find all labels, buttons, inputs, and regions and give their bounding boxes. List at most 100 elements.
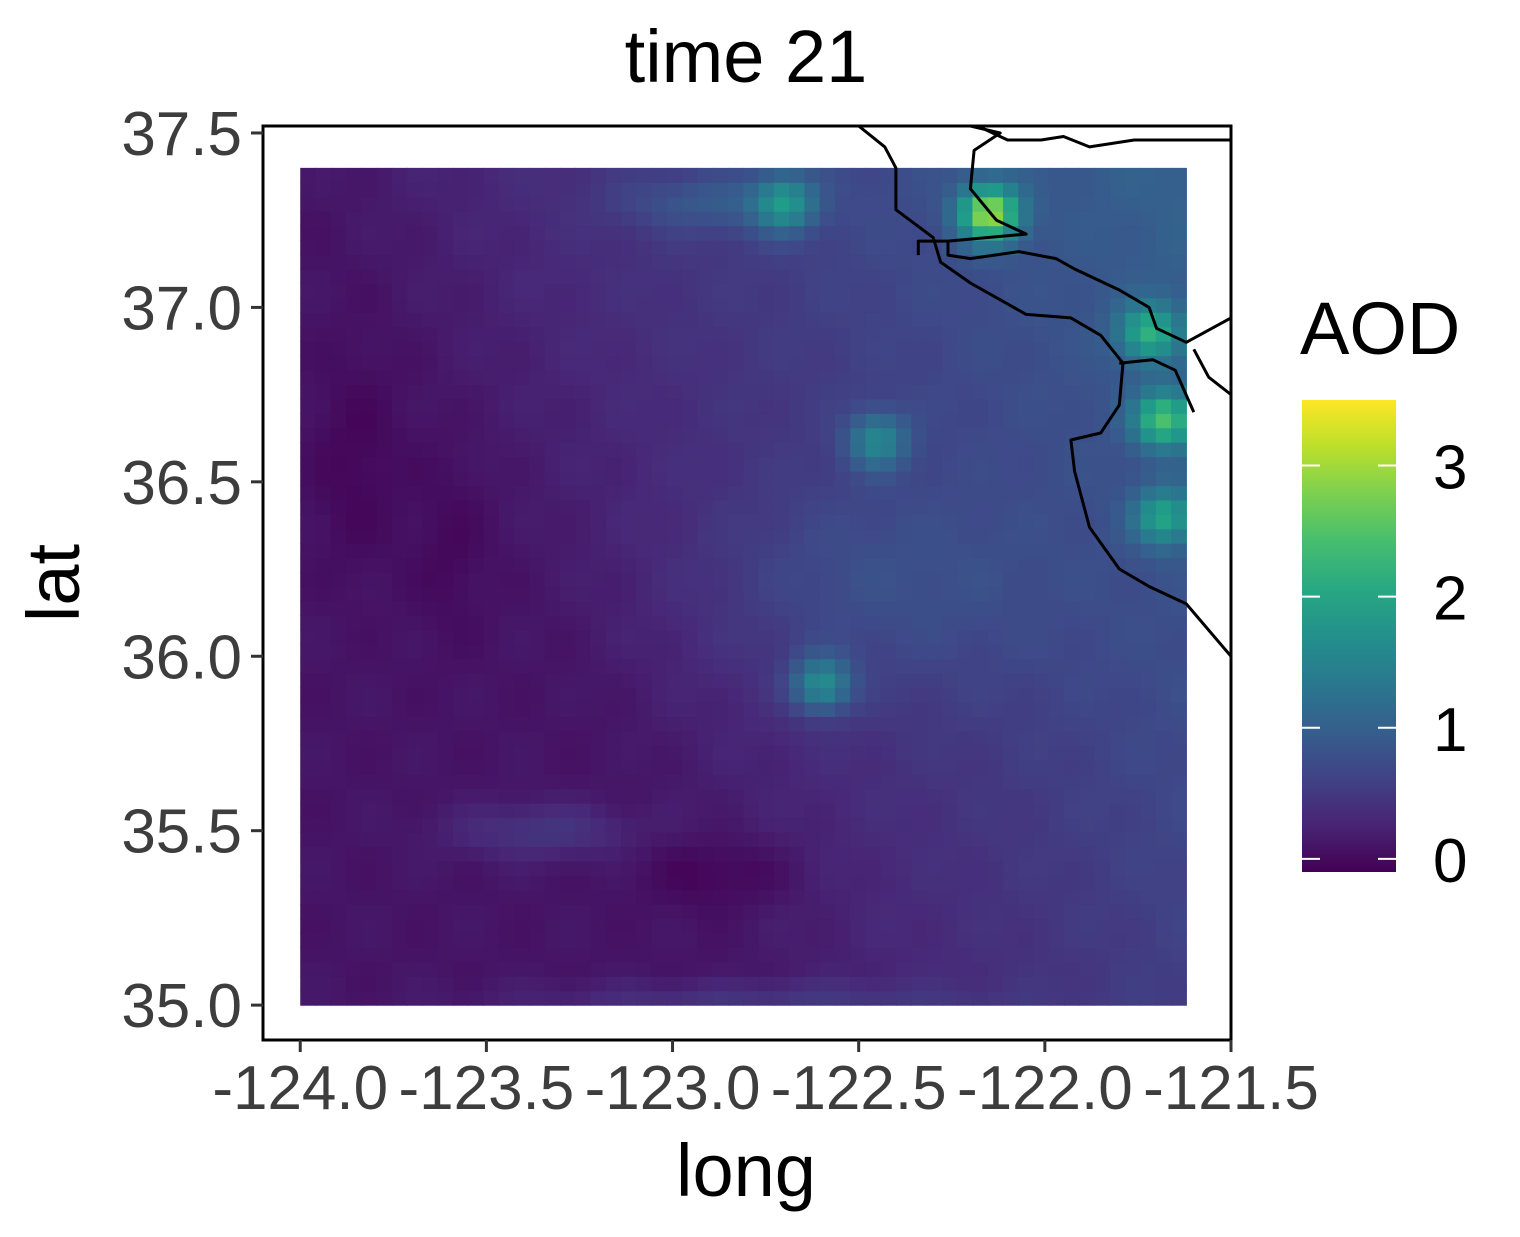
- raster-cell: [682, 803, 699, 819]
- raster-cell: [590, 687, 607, 703]
- raster-cell: [651, 196, 668, 212]
- raster-cell: [1002, 543, 1019, 559]
- raster-cell: [422, 341, 439, 357]
- raster-cell: [987, 543, 1004, 559]
- raster-cell: [1125, 471, 1142, 487]
- raster-cell: [850, 904, 867, 920]
- raster-cell: [529, 283, 546, 299]
- raster-cell: [590, 716, 607, 732]
- raster-cell: [1109, 268, 1126, 284]
- raster-cell: [1002, 846, 1019, 862]
- raster-cell: [1109, 687, 1126, 703]
- raster-cell: [1171, 471, 1187, 487]
- raster-cell: [804, 326, 821, 342]
- raster-cell: [758, 369, 775, 385]
- raster-cell: [758, 860, 775, 876]
- raster-cell: [712, 398, 729, 414]
- raster-cell: [1064, 904, 1080, 920]
- raster-cell: [315, 947, 332, 963]
- raster-cell: [865, 846, 882, 862]
- raster-cell: [407, 572, 424, 588]
- raster-cell: [880, 774, 897, 790]
- raster-cell: [789, 355, 805, 371]
- raster-cell: [407, 369, 424, 385]
- raster-cell: [651, 514, 668, 530]
- raster-cell: [575, 904, 592, 920]
- raster-cell: [865, 182, 882, 198]
- raster-cell: [1171, 904, 1187, 920]
- raster-cell: [1125, 716, 1142, 732]
- raster-cell: [880, 629, 897, 645]
- raster-cell: [483, 413, 500, 429]
- raster-cell: [422, 990, 439, 1006]
- raster-cell: [361, 341, 378, 357]
- raster-cell: [315, 326, 332, 342]
- raster-cell: [422, 398, 439, 414]
- raster-cell: [361, 312, 378, 328]
- raster-cell: [697, 716, 714, 732]
- raster-cell: [1140, 904, 1157, 920]
- boundary-line: [1192, 348, 1231, 396]
- raster-cell: [1125, 658, 1142, 674]
- raster-cell: [1109, 384, 1126, 400]
- raster-cell: [544, 803, 561, 819]
- raster-cell: [972, 701, 989, 718]
- raster-cell: [728, 803, 744, 819]
- x-axis: -124.0 -123.5 -123.0 -122.5 -122.0 -121.5: [212, 1040, 1319, 1123]
- raster-cell: [926, 716, 943, 732]
- raster-cell: [1064, 918, 1080, 934]
- raster-cell: [651, 398, 668, 414]
- raster-cell: [1064, 673, 1080, 689]
- raster-cell: [865, 167, 882, 183]
- raster-cell: [407, 947, 424, 963]
- raster-cell: [544, 167, 561, 183]
- raster-cell: [544, 976, 561, 992]
- raster-cell: [1002, 629, 1019, 645]
- raster-cell: [590, 528, 607, 544]
- raster-cell: [865, 658, 882, 674]
- raster-cell: [605, 514, 622, 530]
- raster-cell: [789, 225, 805, 241]
- raster-cell: [957, 600, 974, 616]
- raster-cell: [575, 846, 592, 862]
- raster-cell: [896, 413, 912, 429]
- raster-cell: [498, 644, 515, 660]
- raster-cell: [758, 167, 775, 183]
- raster-cell: [361, 976, 378, 992]
- raster-cell: [1155, 442, 1172, 458]
- raster-cell: [666, 167, 683, 183]
- raster-cell: [1018, 485, 1035, 501]
- raster-cell: [682, 355, 699, 371]
- raster-cell: [590, 326, 607, 342]
- raster-cell: [1064, 961, 1080, 977]
- raster-cell: [941, 456, 958, 472]
- raster-cell: [819, 196, 836, 212]
- raster-cell: [1064, 745, 1080, 761]
- raster-cell: [575, 283, 592, 299]
- raster-cell: [407, 658, 424, 674]
- raster-cell: [346, 947, 362, 963]
- raster-cell: [1109, 543, 1126, 559]
- raster-cell: [376, 456, 393, 472]
- raster-cell: [575, 629, 592, 645]
- raster-cell: [346, 730, 362, 746]
- raster-cell: [1018, 615, 1035, 631]
- raster-cell: [575, 831, 592, 847]
- raster-cell: [422, 673, 439, 689]
- raster-cell: [407, 961, 424, 977]
- raster-cell: [666, 759, 683, 775]
- raster-cell: [911, 514, 928, 530]
- raster-cell: [1033, 485, 1050, 501]
- raster-cell: [529, 398, 546, 414]
- raster-cell: [575, 817, 592, 833]
- raster-cell: [1140, 167, 1157, 183]
- raster-cell: [621, 875, 637, 891]
- raster-cell: [819, 586, 836, 602]
- raster-cell: [1094, 398, 1111, 414]
- raster-cell: [1155, 211, 1172, 227]
- raster-cell: [1079, 211, 1096, 227]
- raster-cell: [361, 701, 378, 718]
- raster-cell: [911, 730, 928, 746]
- raster-cell: [346, 297, 362, 313]
- raster-cell: [544, 182, 561, 198]
